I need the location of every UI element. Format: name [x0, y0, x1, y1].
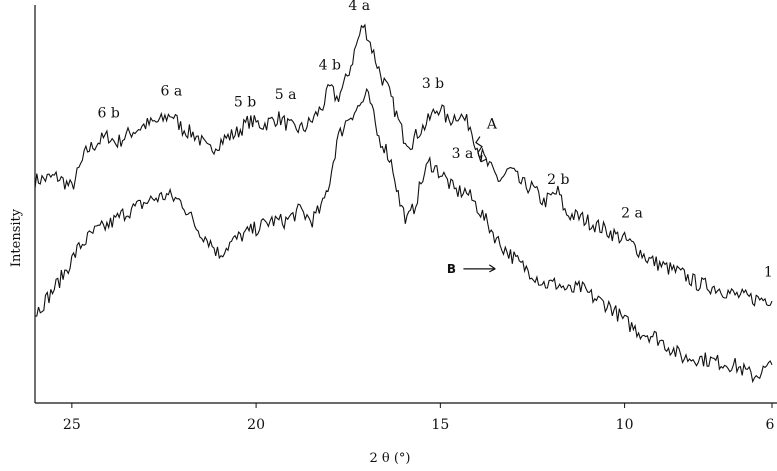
peak-label: 4 b [319, 57, 341, 73]
curve-arrow-b [463, 264, 496, 273]
series-b-line [34, 87, 773, 384]
peak-label: 3 b [422, 76, 444, 92]
curve-arrow-a [475, 136, 488, 163]
series-layer [34, 23, 773, 384]
curve-markers: AB [447, 117, 498, 276]
x-tick-label: 15 [431, 417, 449, 433]
peak-label: 6 a [160, 83, 182, 99]
peak-label: 6 b [98, 106, 120, 122]
y-axis-title: Intensity [9, 208, 24, 267]
peak-label: 4 a [348, 0, 370, 14]
x-tick-label: 10 [616, 417, 634, 433]
x-tick-label: 20 [247, 417, 265, 433]
curve-label-b: B [447, 262, 456, 276]
peak-label: 5 b [234, 94, 256, 110]
x-tick-label: 6 [766, 417, 775, 433]
curve-label-a: A [486, 117, 498, 133]
peak-labels: 6 b 6 a 5 b 5 a 4 b 4 a 3 b 3 a 2 b 2 a 1 [98, 0, 773, 281]
series-a-line [34, 23, 773, 307]
x-axis-title: 2 θ (°) [369, 451, 410, 466]
x-ticks: 25 20 15 10 6 [63, 403, 775, 433]
x-tick-label: 25 [63, 417, 81, 433]
axes [34, 5, 777, 404]
peak-label: 3 a [452, 146, 474, 162]
peak-label: 1 [764, 265, 773, 281]
peak-label: 5 a [275, 87, 297, 103]
peak-label: 2 b [547, 172, 569, 188]
peak-label: 2 a [621, 205, 643, 221]
